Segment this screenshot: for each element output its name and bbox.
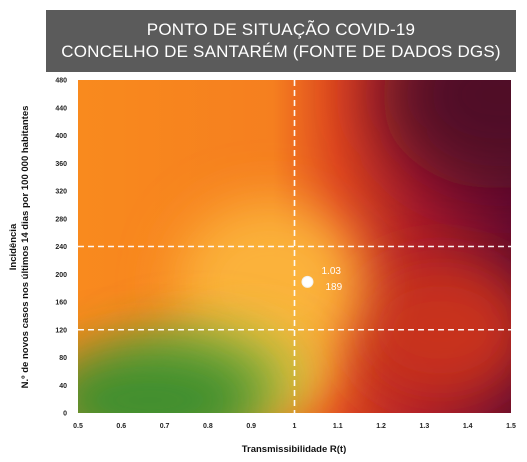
plot-background (78, 80, 511, 413)
x-tick-label: 0.6 (116, 423, 126, 430)
y-tick-label: 200 (55, 272, 67, 279)
heat-zone-upper-right (380, 80, 511, 190)
y-axis-title-line-2: N.º de novos casos nos últimos 14 dias p… (20, 106, 31, 389)
x-tick-label: 0.8 (203, 423, 213, 430)
y-tick-label: 240 (55, 244, 67, 251)
threshold-lines (78, 80, 511, 413)
x-tick-label: 1 (293, 423, 297, 430)
axis-ticks: 0.5 0.6 0.7 0.8 0.9 1 1.1 1.2 1.3 1.4 1.5 0 40 80 120 1… (55, 78, 516, 431)
x-tick-label: 0.5 (73, 423, 83, 430)
x-tick-label: 0.9 (246, 423, 256, 430)
y-tick-label: 40 (59, 383, 67, 390)
x-axis-title: Transmissibilidade R(t) (242, 444, 347, 455)
y-axis-title-line-1: Incidência (8, 223, 19, 270)
chart-title-line-2: CONCELHO DE SANTARÉM (FONTE DE DADOS DGS… (61, 42, 501, 61)
y-tick-label: 400 (55, 133, 67, 140)
y-tick-label: 0 (63, 411, 67, 418)
x-tick-label: 1.3 (420, 423, 430, 430)
data-point-label-y: 189 (325, 282, 342, 293)
y-tick-label: 280 (55, 216, 67, 223)
y-tick-label: 440 (55, 105, 67, 112)
data-point (301, 275, 314, 288)
chart-title-banner: PONTO DE SITUAÇÃO COVID-19 CONCELHO DE S… (46, 10, 516, 72)
x-tick-label: 1.1 (333, 423, 343, 430)
y-tick-label: 160 (55, 300, 67, 307)
heat-zone-green (78, 345, 260, 413)
chart-title-line-1: PONTO DE SITUAÇÃO COVID-19 (146, 20, 416, 39)
x-tick-label: 1.4 (463, 423, 473, 430)
y-tick-label: 360 (55, 161, 67, 168)
x-tick-label: 1.5 (506, 423, 516, 430)
y-tick-label: 480 (55, 78, 67, 85)
y-tick-label: 120 (55, 327, 67, 334)
heat-zone-mid-yellow (175, 200, 365, 370)
y-tick-label: 320 (55, 189, 67, 196)
y-tick-label: 80 (59, 355, 67, 362)
data-point-label-x: 1.03 (321, 266, 341, 277)
x-tick-label: 1.2 (376, 423, 386, 430)
x-tick-label: 0.7 (160, 423, 170, 430)
data-points: 1.03 189 (301, 266, 343, 293)
